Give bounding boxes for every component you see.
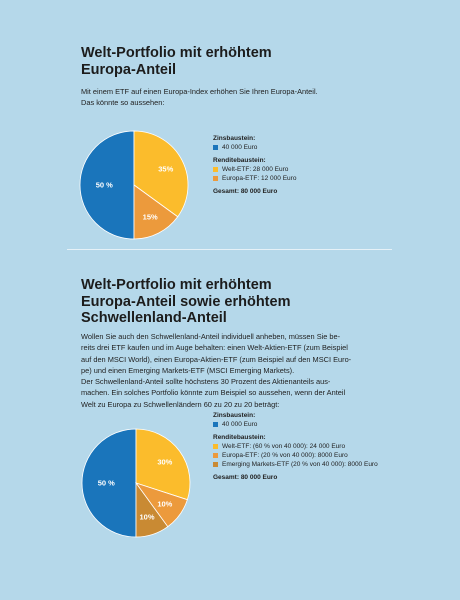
legend1-rendite-item-2-label: Europa-ETF: 12 000 Euro [222, 175, 297, 182]
legend2-rendite-item-3: Emerging Markets-ETF (20 % von 40 000): … [213, 460, 433, 469]
pie2-label-3: 10% [157, 499, 172, 508]
section2-legend: Zinsbaustein: 40 000 Euro Renditebaustei… [213, 411, 433, 482]
pie2-label-4: 10% [140, 512, 155, 521]
pie1-label-3: 15% [143, 212, 158, 221]
section2-intro: Wollen Sie auch den Schwellenland-Anteil… [81, 331, 381, 410]
section2-title-line3: Schwellenland-Anteil [81, 310, 227, 326]
legend2-rendite-item-2: Europa-ETF: (20 % von 40 000): 8000 Euro [213, 451, 433, 460]
legend1-zins-item: 40 000 Euro [213, 143, 413, 152]
pie2-slice-1 [81, 428, 137, 538]
legend2-total: Gesamt: 80 000 Euro [213, 474, 278, 481]
section1-intro-line2: Das könnte so aussehen: [81, 98, 165, 108]
section-divider [67, 249, 392, 250]
section2-intro-line3: auf den MSCI World), einen Europa-Aktien… [81, 354, 352, 364]
legend1-rendite-item-1-label: Welt-ETF: 28 000 Euro [222, 166, 289, 173]
section2-title-line2: Europa-Anteil sowie erhöhtem [81, 293, 291, 310]
section2-intro-line4: pe) und einen Emerging Markets-ETF (MSCI… [81, 365, 295, 375]
pie1-label-1: 50 % [96, 181, 113, 190]
legend2-rendite-item-1: Welt-ETF: (60 % von 40 000): 24 000 Euro [213, 442, 433, 451]
legend2-swatch-brown [213, 462, 218, 467]
pie1-slice-3 [133, 184, 179, 240]
pie-chart-2: 50 % 30% 10%10% [81, 428, 191, 538]
pie2-slice-2 [135, 428, 191, 501]
pie-chart-1: 50 % 35% 15% [79, 130, 189, 240]
legend2-zins-item-label: 40 000 Euro [222, 421, 258, 428]
legend2-rendite-item-2-label: Europa-ETF: (20 % von 40 000): 8000 Euro [222, 452, 348, 459]
section-europe-portfolio: Welt-Portfolio mit erhöhtem Europa-Antei… [0, 0, 460, 250]
legend1-swatch-orange [213, 176, 218, 181]
pie1-slice-1 [79, 130, 135, 240]
section2-intro-line7: Welt zu Europa zu Schwellenländern 60 zu… [81, 399, 280, 409]
section1-intro-line1: Mit einem ETF auf einen Europa-Index erh… [81, 87, 318, 96]
legend2-rendite-item-1-label: Welt-ETF: (60 % von 40 000): 24 000 Euro [222, 443, 346, 450]
section2-intro-line2: reits drei ETF kaufen und im Auge behalt… [81, 343, 348, 353]
section2-title: Welt-Portfolio mit erhöhtem Europa-Antei… [81, 277, 381, 327]
section1-legend: Zinsbaustein: 40 000 Euro Renditebaustei… [213, 134, 413, 196]
section2-intro-line1: Wollen Sie auch den Schwellenland-Anteil… [81, 332, 341, 341]
section2-intro-line6: machen. Ein solches Portfolio könnte zum… [81, 388, 346, 398]
legend1-rendite-item-2: Europa-ETF: 12 000 Euro [213, 174, 413, 183]
legend1-swatch-yellow [213, 167, 218, 172]
section1-title-line1: Welt-Portfolio mit erhöhtem [81, 45, 272, 61]
legend1-zins-item-label: 40 000 Euro [222, 144, 258, 151]
pie2-slice-4 [135, 481, 169, 538]
legend2-swatch-orange [213, 453, 218, 458]
legend1-rendite-item-1: Welt-ETF: 28 000 Euro [213, 165, 413, 174]
section2-title-line1: Welt-Portfolio mit erhöhtem [81, 277, 272, 293]
legend2-swatch-yellow [213, 444, 218, 449]
legend2-rendite-item-3-label: Emerging Markets-ETF (20 % von 40 000): … [222, 461, 378, 468]
pie1-label-2: 35% [158, 164, 173, 173]
legend1-rendite-head: Renditebaustein: [213, 157, 266, 164]
legend2-zins-head: Zinsbaustein: [213, 412, 256, 419]
legend1-swatch-blue [213, 145, 218, 150]
legend1-zins-head: Zinsbaustein: [213, 135, 256, 142]
section-emerging-portfolio: Welt-Portfolio mit erhöhtem Europa-Antei… [0, 250, 460, 600]
legend1-total: Gesamt: 80 000 Euro [213, 188, 278, 195]
pie2-label-2: 30% [157, 458, 172, 467]
legend2-zins-item: 40 000 Euro [213, 420, 433, 429]
pie1-slice-2 [133, 130, 189, 218]
section1-intro: Mit einem ETF auf einen Europa-Index erh… [81, 86, 381, 109]
legend2-rendite-head: Renditebaustein: [213, 434, 266, 441]
pie2-label-1: 50 % [98, 479, 115, 488]
section1-title-line2: Europa-Anteil [81, 61, 177, 78]
section1-title: Welt-Portfolio mit erhöhtem Europa-Antei… [81, 45, 381, 78]
section2-intro-line5: Der Schwellenland-Anteil sollte höchsten… [81, 377, 331, 387]
legend2-swatch-blue [213, 422, 218, 427]
